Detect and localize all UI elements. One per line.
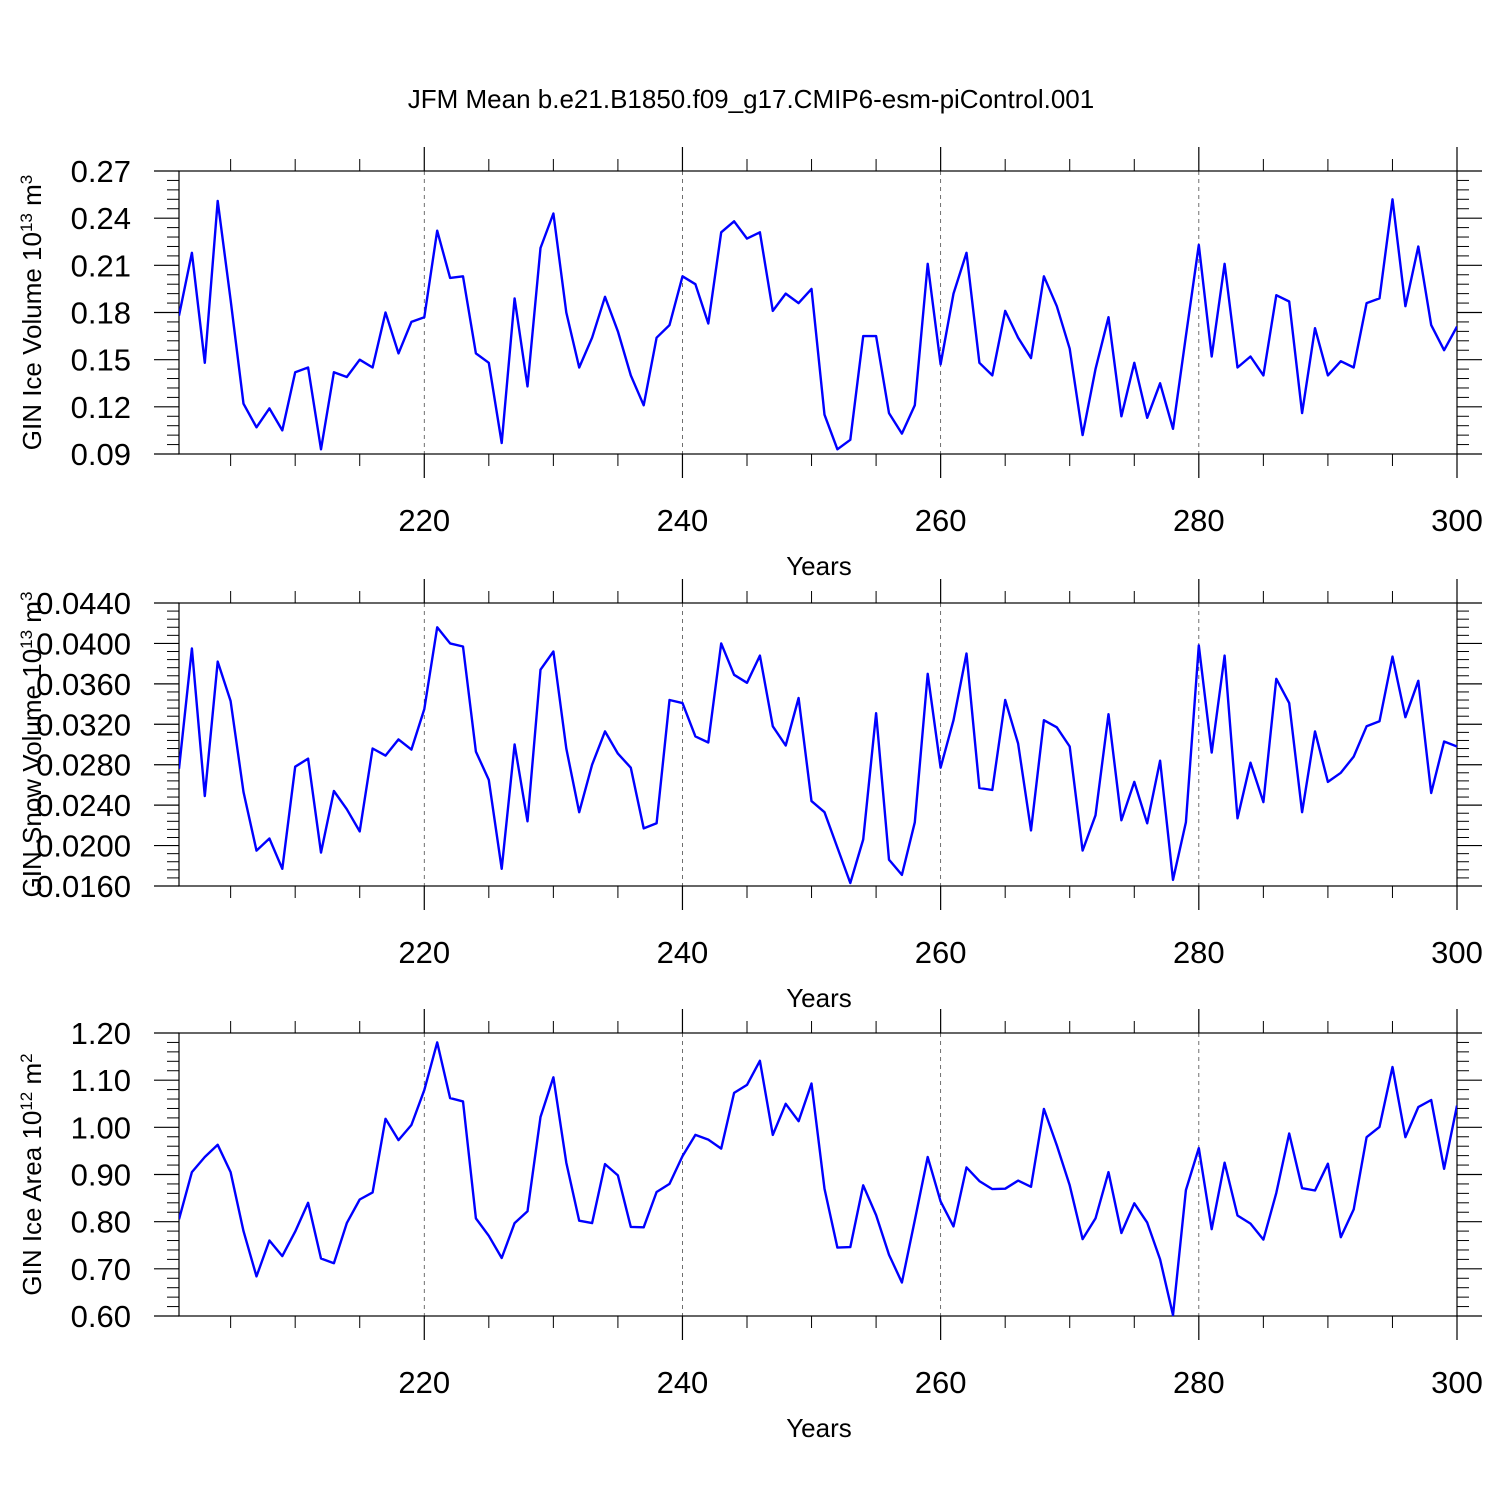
y-tick-label: 0.18 (71, 296, 131, 331)
x-tick-label: 220 (398, 935, 450, 970)
panel-snow-volume: 220 240 260 280 300 0.0160 0.0200 0.0240 0.0280 0… (17, 579, 1483, 1013)
y-tick-label: 0.12 (71, 390, 131, 425)
y-tick-label: 0.0400 (36, 626, 131, 661)
y-tick-label: 1.20 (71, 1016, 131, 1051)
y-tick-label: 0.0320 (36, 707, 131, 742)
y-tick-label: 0.60 (71, 1299, 131, 1334)
y-tick-label: 0.0200 (36, 829, 131, 864)
x-tick-label: 300 (1431, 1365, 1483, 1400)
x-tick-label: 300 (1431, 935, 1483, 970)
y-tick-label: 0.0160 (36, 869, 131, 904)
panel-ice-area: 220 240 260 280 300 0.60 0.70 0.80 0.90 1.00 1.10 1… (17, 1009, 1483, 1443)
y-tick-label: 0.21 (71, 248, 131, 283)
y-tick-label: 0.15 (71, 343, 131, 378)
y-tick-label: 0.70 (71, 1252, 131, 1287)
x-tick-label: 280 (1173, 1365, 1225, 1400)
x-tick-label: 240 (657, 1365, 709, 1400)
x-axis-label: Years (786, 1413, 852, 1443)
y-tick-label: 0.0280 (36, 748, 131, 783)
y-tick-label: 0.27 (71, 154, 131, 189)
plot-frame (178, 1032, 1458, 1317)
x-axis-label: Years (786, 983, 852, 1013)
x-tick-label: 240 (657, 935, 709, 970)
y-axis-label: GIN Ice Volume 1013 m3 (17, 175, 48, 451)
panel-ice-volume: 220 240 260 280 300 0.09 0.12 0.15 0.18 0.21 0.24 0… (17, 147, 1483, 581)
x-tick-label: 280 (1173, 503, 1225, 538)
x-tick-label: 220 (398, 1365, 450, 1400)
x-tick-label: 280 (1173, 935, 1225, 970)
x-tick-label: 260 (915, 935, 967, 970)
plot-frame (178, 170, 1458, 455)
y-tick-label: 1.00 (71, 1110, 131, 1145)
y-tick-label: 1.10 (71, 1063, 131, 1098)
y-tick-label: 0.0360 (36, 667, 131, 702)
y-axis-label: GIN Snow Volume 1013 m3 (17, 592, 48, 898)
y-tick-label: 0.0240 (36, 788, 131, 823)
series-line (179, 1041, 1457, 1317)
series-line (179, 626, 1457, 885)
x-tick-label: 220 (398, 503, 450, 538)
y-tick-label: 0.09 (71, 437, 131, 472)
chart-title: JFM Mean b.e21.B1850.f09_g17.CMIP6-esm-p… (408, 84, 1094, 114)
plot-frame (178, 602, 1458, 887)
y-tick-label: 0.0440 (36, 586, 131, 621)
y-tick-label: 0.90 (71, 1158, 131, 1193)
y-tick-label: 0.24 (71, 201, 131, 236)
x-axis-label: Years (786, 551, 852, 581)
x-tick-label: 260 (915, 1365, 967, 1400)
y-axis-label: GIN Ice Area 1012 m2 (17, 1053, 48, 1295)
y-tick-label: 0.80 (71, 1205, 131, 1240)
x-tick-label: 300 (1431, 503, 1483, 538)
series-line (179, 198, 1457, 451)
x-tick-label: 260 (915, 503, 967, 538)
x-tick-label: 240 (657, 503, 709, 538)
